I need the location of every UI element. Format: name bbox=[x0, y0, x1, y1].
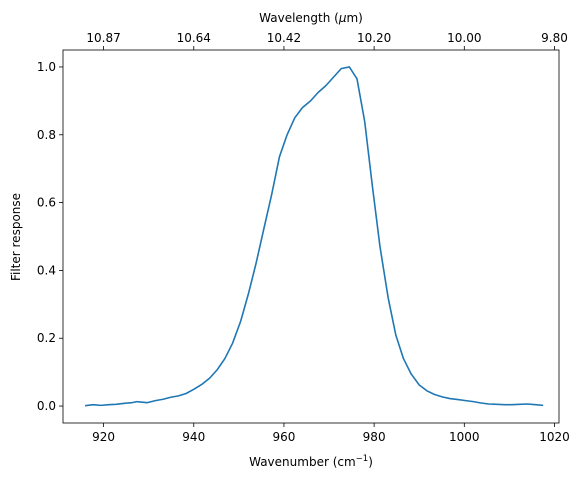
x-axis-title-superscript: −1 bbox=[356, 454, 369, 464]
x-tick-label: 940 bbox=[182, 430, 205, 444]
top-axis-title-end: m) bbox=[346, 11, 362, 25]
top-tick-label: 10.20 bbox=[357, 31, 391, 45]
tick-marks bbox=[59, 46, 555, 427]
x-tick-label: 960 bbox=[272, 430, 295, 444]
x-axis-title-main: Wavenumber (cm bbox=[249, 455, 356, 469]
x-tick-label: 920 bbox=[92, 430, 115, 444]
top-tick-label: 10.64 bbox=[177, 31, 211, 45]
top-tick-label: 10.87 bbox=[86, 31, 120, 45]
y-axis-title: Filter response bbox=[9, 193, 23, 281]
y-tick-label: 0.2 bbox=[37, 331, 56, 345]
top-tick-label: 9.80 bbox=[541, 31, 568, 45]
plot-area bbox=[63, 50, 559, 423]
x-tick-label: 1000 bbox=[449, 430, 480, 444]
x-tick-label: 1020 bbox=[539, 430, 570, 444]
top-axis-title-mu: μ bbox=[338, 11, 347, 25]
tick-labels: 920 940 960 980 1000 1020 0.0 0.2 0.4 0.6 0.8 1.0 10… bbox=[37, 31, 570, 444]
filter-response-line bbox=[84, 66, 544, 407]
y-tick-label: 0.8 bbox=[37, 128, 56, 142]
x-axis-title: Wavenumber (cm−1) bbox=[249, 454, 373, 469]
top-axis-title: Wavelength (μm) bbox=[259, 11, 363, 25]
y-tick-label: 0.4 bbox=[37, 263, 56, 277]
y-tick-label: 1.0 bbox=[37, 60, 56, 74]
top-tick-label: 10.00 bbox=[447, 31, 481, 45]
x-axis-title-end: ) bbox=[368, 455, 373, 469]
y-tick-label: 0.0 bbox=[37, 399, 56, 413]
plot-frame bbox=[62, 49, 560, 424]
top-axis-title-main: Wavelength ( bbox=[259, 11, 339, 25]
top-tick-label: 10.42 bbox=[267, 31, 301, 45]
y-tick-label: 0.6 bbox=[37, 196, 56, 210]
x-tick-label: 980 bbox=[363, 430, 386, 444]
